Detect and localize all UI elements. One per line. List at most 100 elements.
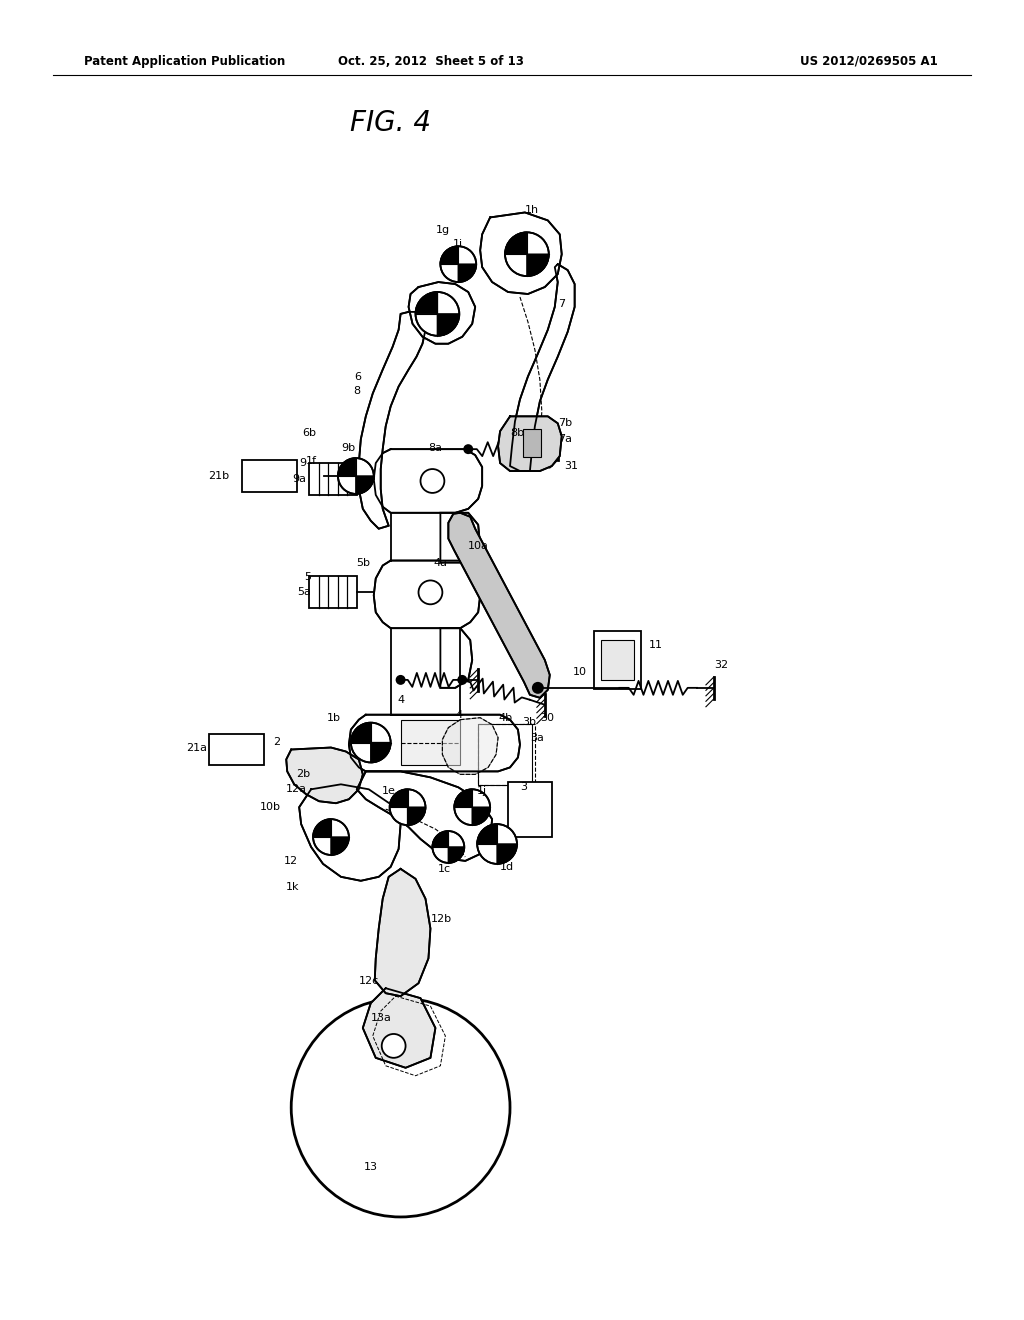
Text: 30: 30: [540, 713, 554, 722]
Text: 1f: 1f: [306, 457, 317, 466]
Polygon shape: [442, 718, 498, 775]
Text: 32: 32: [714, 660, 728, 671]
Circle shape: [505, 232, 549, 276]
Text: 1c: 1c: [437, 863, 451, 874]
Text: 13: 13: [364, 1162, 378, 1172]
Polygon shape: [437, 314, 460, 335]
Polygon shape: [510, 264, 574, 471]
Text: 6b: 6b: [302, 428, 316, 438]
Circle shape: [390, 789, 426, 825]
Text: 3a: 3a: [529, 733, 544, 743]
Polygon shape: [440, 247, 459, 264]
Text: 12c: 12c: [358, 977, 379, 986]
Circle shape: [338, 458, 374, 494]
Polygon shape: [440, 512, 480, 562]
Polygon shape: [349, 714, 520, 771]
Polygon shape: [409, 282, 475, 343]
Text: 5b: 5b: [356, 557, 370, 568]
Text: 8: 8: [353, 387, 360, 396]
Text: Patent Application Publication: Patent Application Publication: [84, 54, 286, 67]
Text: 12b: 12b: [430, 913, 452, 924]
Text: 7: 7: [558, 298, 565, 309]
Polygon shape: [287, 747, 362, 803]
Circle shape: [477, 824, 517, 863]
Polygon shape: [440, 628, 472, 688]
Polygon shape: [390, 789, 408, 808]
Text: 3: 3: [520, 783, 527, 792]
Text: 1h: 1h: [525, 206, 539, 215]
Text: 1j: 1j: [477, 787, 487, 796]
Polygon shape: [497, 843, 517, 863]
Text: 8a: 8a: [428, 444, 442, 453]
Text: 9: 9: [299, 458, 306, 469]
Bar: [508, 781, 552, 837]
Polygon shape: [505, 232, 527, 255]
Polygon shape: [416, 292, 437, 314]
Polygon shape: [299, 784, 400, 880]
Polygon shape: [374, 449, 482, 512]
Circle shape: [313, 820, 349, 855]
Text: 1e: 1e: [382, 787, 395, 796]
Text: 9a: 9a: [292, 474, 306, 484]
Polygon shape: [480, 213, 562, 294]
Polygon shape: [374, 561, 480, 628]
Text: 4: 4: [456, 710, 463, 719]
Circle shape: [419, 581, 442, 605]
Text: 7a: 7a: [558, 434, 571, 445]
Circle shape: [291, 998, 510, 1217]
Text: 5a: 5a: [297, 587, 311, 598]
Circle shape: [395, 675, 406, 685]
Circle shape: [351, 722, 391, 763]
Bar: [600, 640, 634, 680]
Polygon shape: [362, 989, 435, 1068]
Text: 6: 6: [354, 371, 360, 381]
Polygon shape: [498, 416, 562, 471]
Text: 10: 10: [572, 667, 587, 677]
Text: 4: 4: [397, 694, 404, 705]
Polygon shape: [351, 722, 371, 743]
Text: 2: 2: [273, 737, 281, 747]
Bar: [594, 631, 641, 689]
Circle shape: [416, 292, 460, 335]
Bar: [523, 429, 541, 457]
Circle shape: [382, 1034, 406, 1057]
Polygon shape: [432, 832, 449, 847]
Polygon shape: [371, 743, 391, 763]
Circle shape: [463, 444, 473, 454]
Polygon shape: [313, 820, 331, 837]
Polygon shape: [338, 458, 356, 477]
Text: US 2012/0269505 A1: US 2012/0269505 A1: [800, 54, 938, 67]
Bar: [242, 461, 297, 492]
Text: 12a: 12a: [287, 784, 307, 795]
Text: 21a: 21a: [185, 743, 207, 752]
Bar: [400, 721, 460, 764]
Polygon shape: [331, 837, 349, 855]
Text: 10b: 10b: [259, 803, 281, 812]
Polygon shape: [356, 771, 493, 861]
Bar: [209, 734, 264, 766]
Text: 12: 12: [285, 855, 298, 866]
Polygon shape: [459, 264, 476, 282]
Polygon shape: [449, 512, 550, 698]
Text: 10a: 10a: [468, 541, 489, 550]
Text: 1g: 1g: [435, 226, 450, 235]
Text: 1k: 1k: [287, 882, 300, 892]
Text: 13a: 13a: [371, 1012, 391, 1023]
Text: 1d: 1d: [500, 862, 514, 873]
Text: 11: 11: [649, 640, 664, 649]
Text: 4b: 4b: [498, 713, 512, 722]
Text: 1b: 1b: [327, 713, 341, 722]
Polygon shape: [477, 824, 497, 843]
Text: 9b: 9b: [341, 444, 355, 453]
Polygon shape: [375, 869, 430, 997]
Text: FIG. 4: FIG. 4: [350, 110, 431, 137]
Text: 7b: 7b: [558, 418, 571, 428]
Bar: [309, 577, 356, 609]
Text: 1i: 1i: [454, 239, 464, 249]
Text: 31: 31: [564, 461, 578, 471]
Circle shape: [531, 682, 544, 694]
Circle shape: [458, 675, 467, 685]
Text: 8b: 8b: [510, 428, 524, 438]
Bar: [477, 723, 532, 785]
Polygon shape: [358, 312, 426, 529]
